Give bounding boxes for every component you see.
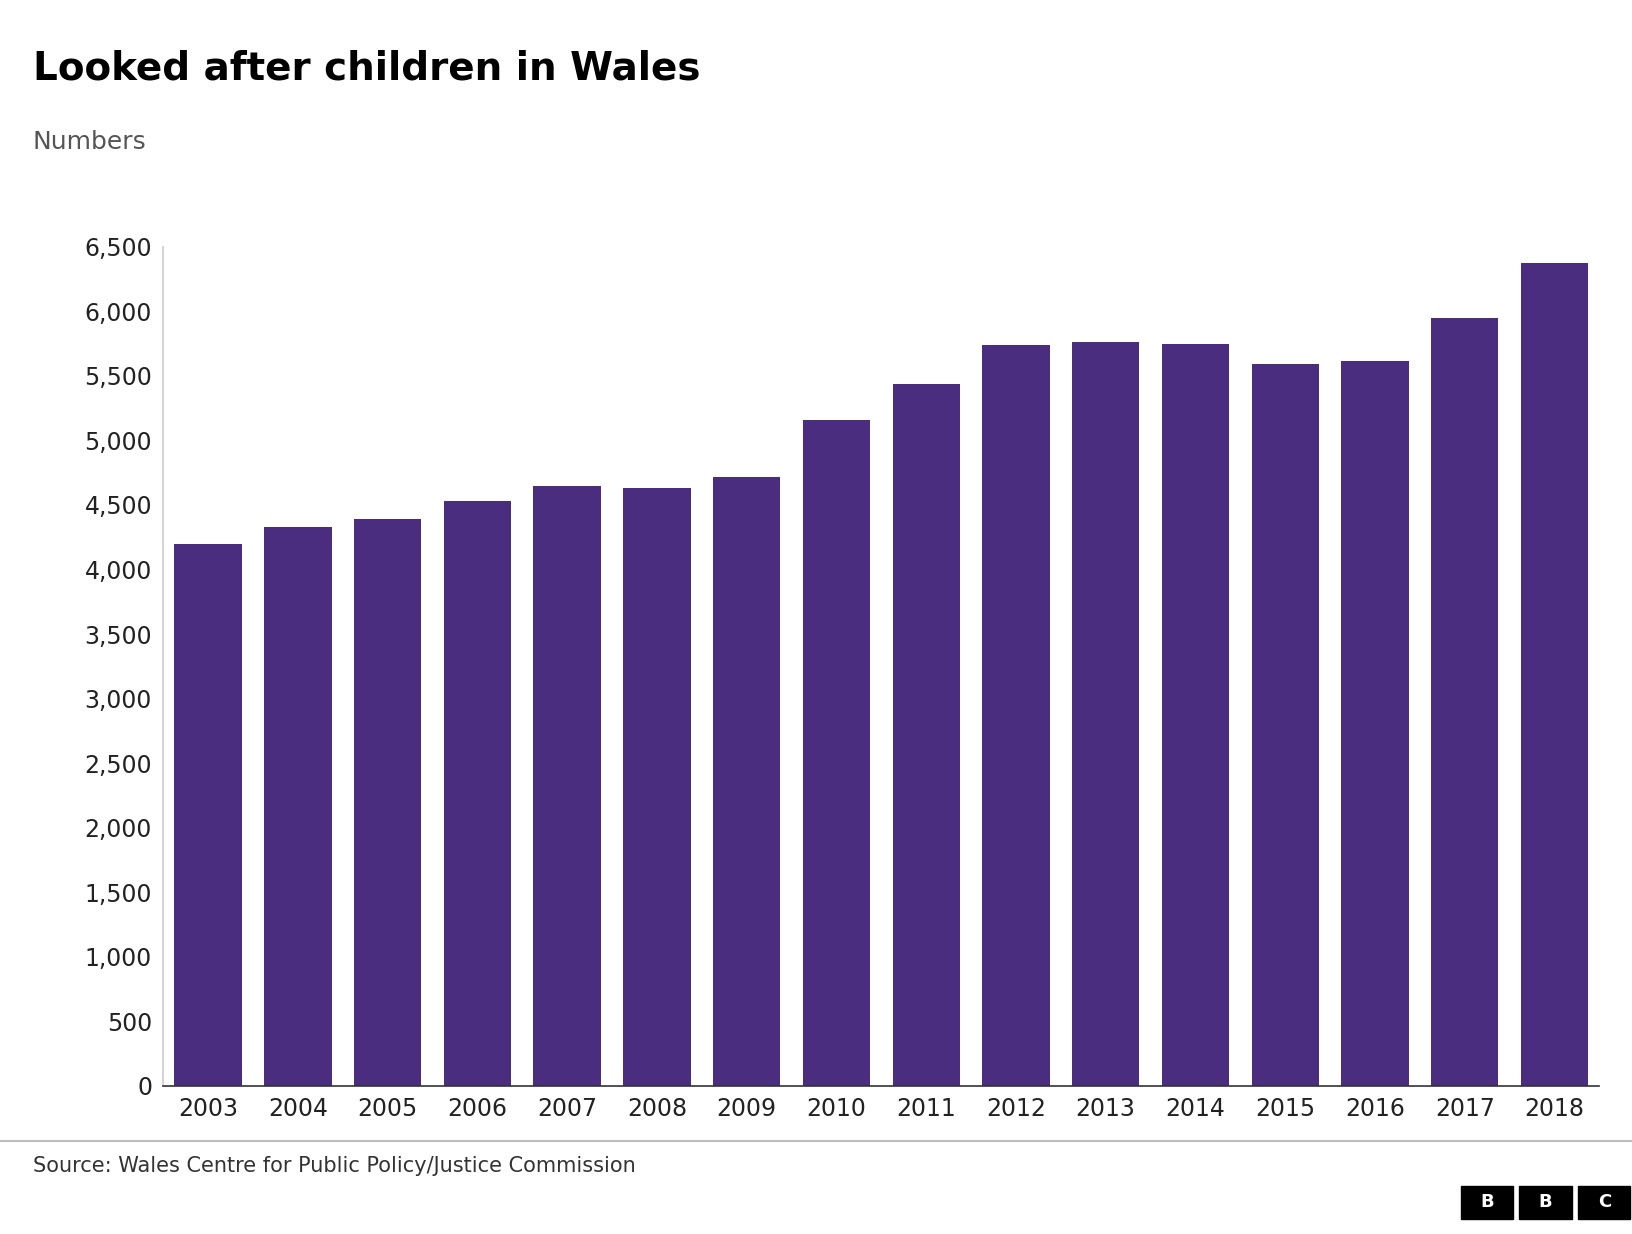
Bar bbox=[534, 486, 601, 1086]
Bar bbox=[982, 346, 1049, 1086]
Bar bbox=[175, 544, 242, 1086]
Text: Source: Wales Centre for Public Policy/Justice Commission: Source: Wales Centre for Public Policy/J… bbox=[33, 1156, 635, 1176]
Text: Looked after children in Wales: Looked after children in Wales bbox=[33, 49, 700, 88]
Bar bbox=[1342, 362, 1408, 1086]
Bar bbox=[623, 487, 690, 1086]
Bar bbox=[1072, 342, 1139, 1086]
Bar bbox=[1162, 343, 1229, 1086]
Bar bbox=[354, 520, 421, 1086]
Bar bbox=[713, 478, 780, 1086]
Text: Numbers: Numbers bbox=[33, 130, 147, 153]
Bar bbox=[1431, 318, 1498, 1086]
Bar bbox=[893, 384, 960, 1086]
Bar bbox=[444, 501, 511, 1086]
Bar bbox=[264, 527, 331, 1086]
Bar bbox=[1521, 263, 1588, 1086]
Bar bbox=[1252, 364, 1319, 1086]
Bar bbox=[803, 421, 870, 1086]
Text: B: B bbox=[1480, 1193, 1493, 1212]
Text: B: B bbox=[1539, 1193, 1552, 1212]
Text: C: C bbox=[1598, 1193, 1611, 1212]
